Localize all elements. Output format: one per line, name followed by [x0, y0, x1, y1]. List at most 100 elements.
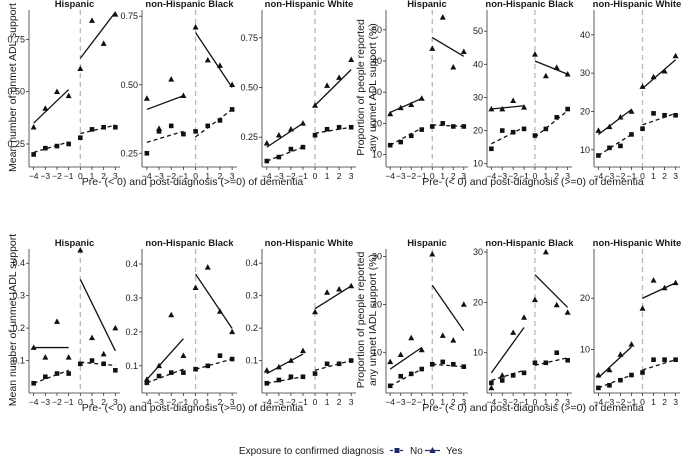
data-point-triangle-yes — [229, 328, 236, 335]
data-point-triangle-yes — [336, 74, 343, 80]
legend: Exposure to confirmed diagnosis No Yes — [239, 446, 462, 457]
panel-hispanic: Hispanic 10 20 30 −4 −3 −2 −1 0 1 2 3 — [372, 238, 468, 407]
data-point-square-no — [336, 361, 342, 367]
x-tick-label: 3 — [113, 171, 118, 181]
data-point-square-no — [101, 361, 106, 367]
y-tick-label: 0.75 — [240, 33, 258, 43]
data-point-square-no — [450, 361, 456, 367]
data-point-triangle-yes — [542, 248, 549, 255]
panel-title: non-Hispanic Black — [485, 238, 574, 249]
x-tick-label: 0 — [533, 171, 538, 181]
data-point-triangle-yes — [672, 52, 679, 59]
data-point-square-no — [565, 106, 570, 112]
x-tick-label: −1 — [298, 397, 308, 407]
data-point-triangle-yes — [192, 23, 199, 30]
data-point-square-no — [264, 158, 270, 164]
panel-non-hispanic-white: non-Hispanic White 0.25 0.50 0.75 −4 −3 −2 −1 0 1… — [240, 0, 356, 181]
x-tick-label: −1 — [64, 171, 74, 181]
y-tick-label: 0.2 — [12, 323, 25, 333]
fit-line-post-yes — [534, 274, 569, 308]
x-tick-label: −3 — [497, 171, 507, 181]
panel-title: Hispanic — [55, 0, 95, 10]
fit-line-pre-no — [266, 146, 304, 162]
data-point-triangle-yes — [606, 123, 613, 130]
fit-line-post-no — [432, 363, 464, 368]
data-point-triangle-yes — [229, 81, 236, 88]
data-point-triangle-yes — [348, 282, 355, 289]
data-point-square-no — [618, 377, 623, 383]
data-point-triangle-yes — [30, 124, 37, 130]
legend-yes-label: Yes — [446, 446, 462, 457]
data-point-square-no — [217, 118, 223, 123]
x-tick-label: 0 — [78, 171, 83, 181]
y-tick-label: 0.4 — [245, 258, 258, 268]
x-tick-label: 0 — [533, 397, 538, 407]
y-tick-label: 0.2 — [125, 327, 138, 337]
y-axis-label: Proportion of people reported — [355, 19, 367, 156]
panel-title: non-Hispanic White — [265, 238, 354, 249]
data-point-triangle-yes — [617, 113, 624, 120]
x-tick-label: −2 — [286, 171, 296, 181]
data-point-square-no — [419, 366, 425, 372]
x-tick-label: −4 — [385, 171, 395, 181]
y-tick-label: 0.1 — [12, 356, 25, 366]
x-tick-label: −2 — [508, 171, 518, 181]
x-tick-label: 2 — [662, 397, 667, 407]
charts-layer: Mean number of unmet ADL support Pre- (< … — [7, 0, 681, 414]
x-tick-label: 2 — [451, 397, 456, 407]
panel-title: non-Hispanic White — [593, 0, 682, 10]
x-tick-label: −3 — [497, 397, 507, 407]
x-tick-label: 2 — [101, 397, 106, 407]
data-point-triangle-yes — [510, 97, 517, 104]
data-point-square-no — [543, 360, 549, 366]
data-point-triangle-yes — [54, 318, 60, 324]
x-tick-label: −2 — [52, 397, 62, 407]
x-tick-label: −3 — [605, 397, 615, 407]
x-tick-label: 1 — [440, 397, 445, 407]
y-tick-label: 30 — [372, 87, 382, 97]
data-point-triangle-yes — [54, 88, 60, 94]
data-point-square-no — [499, 128, 505, 133]
y-tick-label: 20 — [580, 106, 590, 116]
y-tick-label: 10 — [372, 347, 382, 357]
x-tick-label: −1 — [298, 171, 308, 181]
x-tick-label: 1 — [325, 397, 330, 407]
data-point-triangle-yes — [510, 329, 517, 335]
panel-title: non-Hispanic Black — [145, 0, 234, 10]
data-point-square-no — [348, 358, 354, 363]
fit-line-post-yes — [431, 37, 465, 57]
data-point-triangle-yes — [521, 314, 528, 320]
data-point-square-no — [565, 357, 570, 363]
fit-line-post-yes — [79, 11, 116, 59]
data-point-square-no — [144, 380, 150, 386]
fit-line-pre-yes — [266, 122, 304, 148]
x-tick-label: −3 — [40, 397, 50, 407]
fit-line-post-yes — [79, 279, 116, 352]
fit-line-pre-no — [389, 127, 423, 146]
data-point-triangle-yes — [639, 305, 646, 311]
x-tick-label: −1 — [417, 171, 427, 181]
data-point-square-no — [673, 357, 678, 363]
x-tick-label: 3 — [230, 171, 235, 181]
data-point-triangle-yes — [299, 120, 306, 126]
data-point-triangle-yes — [661, 284, 668, 291]
data-point-triangle-yes — [275, 363, 282, 370]
data-point-triangle-yes — [531, 296, 538, 303]
y-tick-label: 40 — [473, 59, 483, 69]
fit-line-post-yes — [642, 282, 676, 299]
data-point-triangle-yes — [65, 92, 72, 99]
y-axis-label: Mean number of unmet IADL support — [7, 234, 19, 406]
x-tick-label: −4 — [262, 397, 272, 407]
data-point-triangle-yes — [650, 73, 657, 80]
x-tick-label: 1 — [90, 397, 95, 407]
data-point-triangle-yes — [564, 71, 571, 77]
x-tick-label: 2 — [218, 171, 223, 181]
data-point-square-no — [43, 145, 48, 151]
data-point-square-no — [532, 360, 538, 366]
x-tick-label: 1 — [205, 171, 210, 181]
data-point-square-no — [398, 373, 404, 379]
y-tick-label: 40 — [580, 30, 590, 40]
data-point-triangle-yes — [263, 139, 270, 146]
panel-title: non-Hispanic White — [265, 0, 354, 10]
data-point-square-no — [89, 127, 95, 132]
